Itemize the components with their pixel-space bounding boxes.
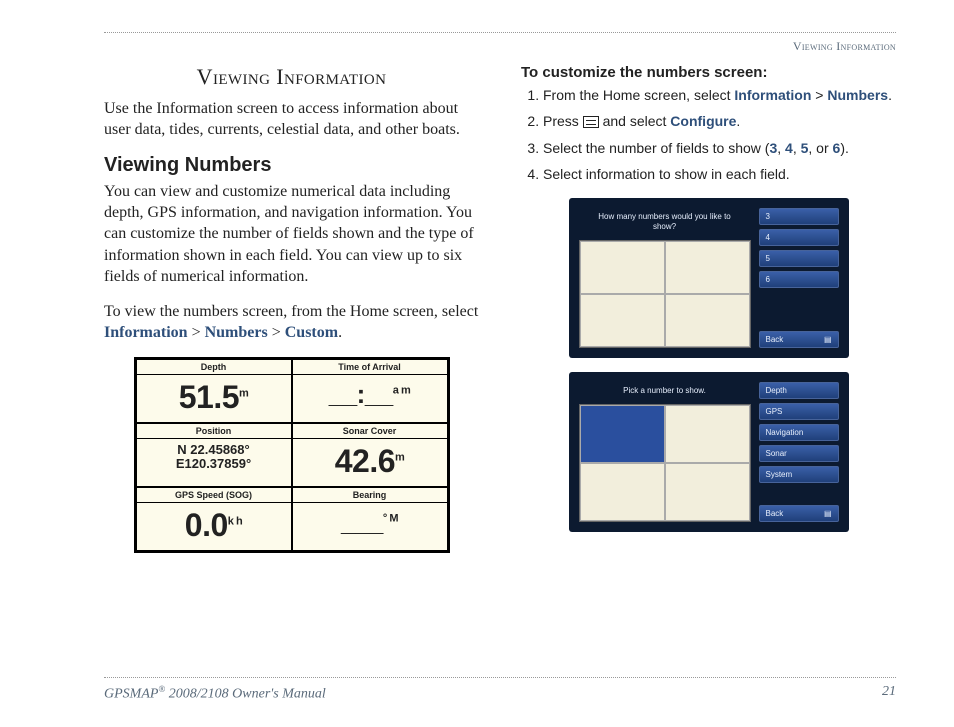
nav-instruction: To view the numbers screen, from the Hom… [104, 301, 479, 343]
nav-information: Information [104, 324, 188, 341]
menu-small-icon: ▤ [824, 335, 832, 344]
top-rule [104, 32, 896, 33]
position-cell: Position N 22.45868° E120.37859° [136, 423, 292, 487]
depth-option-button[interactable]: Depth [759, 382, 839, 399]
gps-option-button[interactable]: GPS [759, 403, 839, 420]
menu-icon [583, 116, 599, 128]
navigation-option-button[interactable]: Navigation [759, 424, 839, 441]
device-button-column: Depth GPS Navigation Sonar System Back▤ [759, 382, 839, 522]
menu-small-icon: ▤ [824, 509, 832, 518]
option-3-button[interactable]: 3 [759, 208, 839, 225]
position-label: Position [137, 424, 291, 439]
position-value: N 22.45868° E120.37859° [137, 439, 291, 476]
left-column: Viewing Information Use the Information … [104, 64, 479, 553]
step-3: Select the number of fields to show (3, … [543, 138, 896, 158]
system-option-button[interactable]: System [759, 466, 839, 483]
two-column-layout: Viewing Information Use the Information … [104, 64, 896, 553]
link-information: Information [734, 87, 811, 103]
intro-paragraph: Use the Information screen to access inf… [104, 98, 479, 140]
device-prompt: Pick a number to show. [579, 382, 751, 404]
back-button[interactable]: Back▤ [759, 331, 839, 348]
step-1: From the Home screen, select Information… [543, 85, 896, 105]
device-preview-grid [579, 404, 751, 522]
device-button-column: 3 4 5 6 Back▤ [759, 208, 839, 348]
right-column: To customize the numbers screen: From th… [521, 64, 896, 553]
gps-speed-cell: GPS Speed (SOG) 0.0k h [136, 487, 292, 551]
nav-custom: Custom [285, 324, 338, 341]
gps-speed-label: GPS Speed (SOG) [137, 488, 291, 503]
nav-sep: > [268, 324, 285, 341]
time-arrival-value: __:__a m [293, 375, 447, 416]
steps-list: From the Home screen, select Information… [521, 85, 896, 184]
option-6-button[interactable]: 6 [759, 271, 839, 288]
subhead-viewing-numbers: Viewing Numbers [104, 154, 479, 177]
nav-dot: . [338, 324, 342, 341]
running-head: Viewing Information [104, 39, 896, 54]
nav-sep: > [188, 324, 205, 341]
depth-cell: Depth 51.5m [136, 359, 292, 423]
link-configure: Configure [670, 113, 736, 129]
bearing-cell: Bearing ___° M [292, 487, 448, 551]
device-preview-grid [579, 240, 751, 348]
time-arrival-label: Time of Arrival [293, 360, 447, 375]
numbers-panel-screenshot: Depth 51.5m Time of Arrival __:__a m Pos… [134, 357, 450, 553]
sonar-cover-cell: Sonar Cover 42.6m [292, 423, 448, 487]
device-prompt: How many numbers would you like to show? [579, 208, 751, 240]
section-title: Viewing Information [104, 64, 479, 90]
gps-speed-value: 0.0k h [137, 503, 291, 550]
bearing-value: ___° M [293, 503, 447, 544]
sonar-cover-value: 42.6m [293, 439, 447, 486]
time-arrival-cell: Time of Arrival __:__a m [292, 359, 448, 423]
device-screenshot-field-count: How many numbers would you like to show?… [569, 198, 849, 358]
back-button[interactable]: Back▤ [759, 505, 839, 522]
link-numbers: Numbers [827, 87, 888, 103]
customize-head: To customize the numbers screen: [521, 64, 896, 81]
step-4: Select information to show in each field… [543, 164, 896, 184]
sonar-cover-label: Sonar Cover [293, 424, 447, 439]
option-5-button[interactable]: 5 [759, 250, 839, 267]
bearing-label: Bearing [293, 488, 447, 503]
sonar-option-button[interactable]: Sonar [759, 445, 839, 462]
option-4-button[interactable]: 4 [759, 229, 839, 246]
nav-pre: To view the numbers screen, from the Hom… [104, 303, 478, 320]
viewing-numbers-paragraph: You can view and customize numerical dat… [104, 181, 479, 287]
step-2: Press and select Configure. [543, 111, 896, 131]
depth-value: 51.5m [137, 375, 291, 422]
page-footer: GPSMAP® 2008/2108 Owner's Manual 21 [104, 677, 896, 703]
nav-numbers: Numbers [205, 324, 268, 341]
page-number: 21 [882, 684, 896, 703]
device-left-pane: Pick a number to show. [579, 382, 751, 522]
device-left-pane: How many numbers would you like to show? [579, 208, 751, 348]
device-screenshot-pick-number: Pick a number to show. Depth GPS Navigat… [569, 372, 849, 532]
footer-left: GPSMAP® 2008/2108 Owner's Manual [104, 684, 326, 703]
depth-label: Depth [137, 360, 291, 375]
manual-page: Viewing Information Viewing Information … [0, 0, 954, 553]
